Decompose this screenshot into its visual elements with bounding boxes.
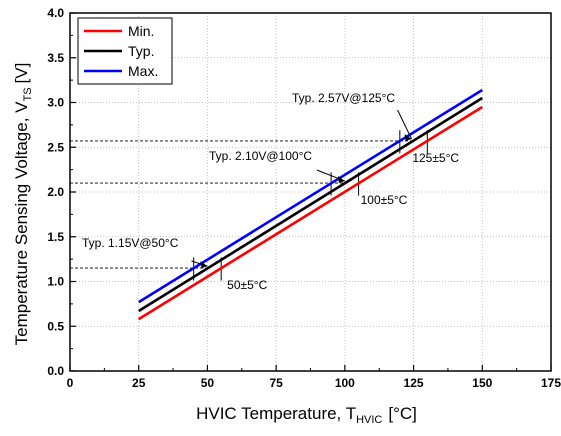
annotation-range-label: 100±5°C bbox=[361, 193, 408, 207]
y-tick-label: 2.5 bbox=[47, 140, 64, 154]
y-tick-label: 3.5 bbox=[47, 51, 64, 65]
x-axis-title: HVIC Temperature, THVIC [°C] bbox=[196, 404, 417, 426]
annotation-arrowhead bbox=[337, 176, 345, 184]
legend: Min. Typ. Max. bbox=[77, 17, 173, 85]
annotation-range-label: 50±5°C bbox=[227, 278, 267, 292]
annotation-typical-label: Typ. 2.10V@100°C bbox=[209, 149, 312, 163]
series-line-typ bbox=[138, 96, 483, 313]
annotation-range-label: 125±5°C bbox=[412, 151, 459, 165]
x-axis-title-subscript: HVIC bbox=[356, 414, 382, 426]
x-tick-label: 150 bbox=[472, 376, 492, 390]
y-tick-label: 4.0 bbox=[47, 6, 64, 20]
y-tick-label: 3.0 bbox=[47, 96, 64, 110]
legend-label: Typ. bbox=[128, 43, 154, 59]
y-tick-label: 1.5 bbox=[47, 230, 64, 244]
series-lines bbox=[138, 88, 483, 321]
annotation-arrowhead bbox=[200, 261, 208, 269]
y-axis-title-main: Temperature Sensing Voltage, V bbox=[12, 101, 31, 345]
reference-lines bbox=[70, 130, 428, 281]
y-tick-label: 0.5 bbox=[47, 319, 64, 333]
x-tick-label: 175 bbox=[541, 376, 561, 390]
annotation-arrowhead bbox=[404, 133, 412, 141]
axis-ticks: 0 25 50 75 100 125 150 175 0.0 0.5 1.0 1.5 2.0 2.5 3.0… bbox=[47, 6, 561, 390]
annotation-typical-label: Typ. 2.57V@125°C bbox=[292, 91, 395, 105]
y-tick-label: 0.0 bbox=[47, 364, 64, 378]
annotations: Typ. 1.15V@50°C 50±5°C Typ. 2.10V@100°C 100… bbox=[82, 91, 459, 292]
annotation-arrow bbox=[397, 109, 413, 140]
x-tick-label: 125 bbox=[404, 376, 424, 390]
x-tick-label: 75 bbox=[269, 376, 283, 390]
y-tick-label: 2.0 bbox=[47, 185, 64, 199]
y-tick-label: 1.0 bbox=[47, 275, 64, 289]
x-tick-label: 0 bbox=[67, 376, 74, 390]
x-tick-label: 50 bbox=[201, 376, 215, 390]
series-line-min bbox=[138, 105, 483, 321]
x-tick-label: 100 bbox=[335, 376, 355, 390]
y-axis-title: Temperature Sensing Voltage, VTS [V] bbox=[12, 63, 34, 346]
y-axis-title-unit: [V] bbox=[12, 63, 31, 84]
series-line-max bbox=[138, 88, 483, 304]
annotation-typical-label: Typ. 1.15V@50°C bbox=[82, 236, 179, 250]
x-tick-label: 25 bbox=[132, 376, 146, 390]
y-axis-title-subscript: TS bbox=[22, 87, 34, 101]
x-axis-title-unit: [°C] bbox=[388, 404, 417, 423]
legend-label: Max. bbox=[128, 63, 158, 79]
x-axis-title-main: HVIC Temperature, T bbox=[196, 404, 356, 423]
grid bbox=[70, 13, 551, 371]
legend-label: Min. bbox=[128, 23, 154, 39]
